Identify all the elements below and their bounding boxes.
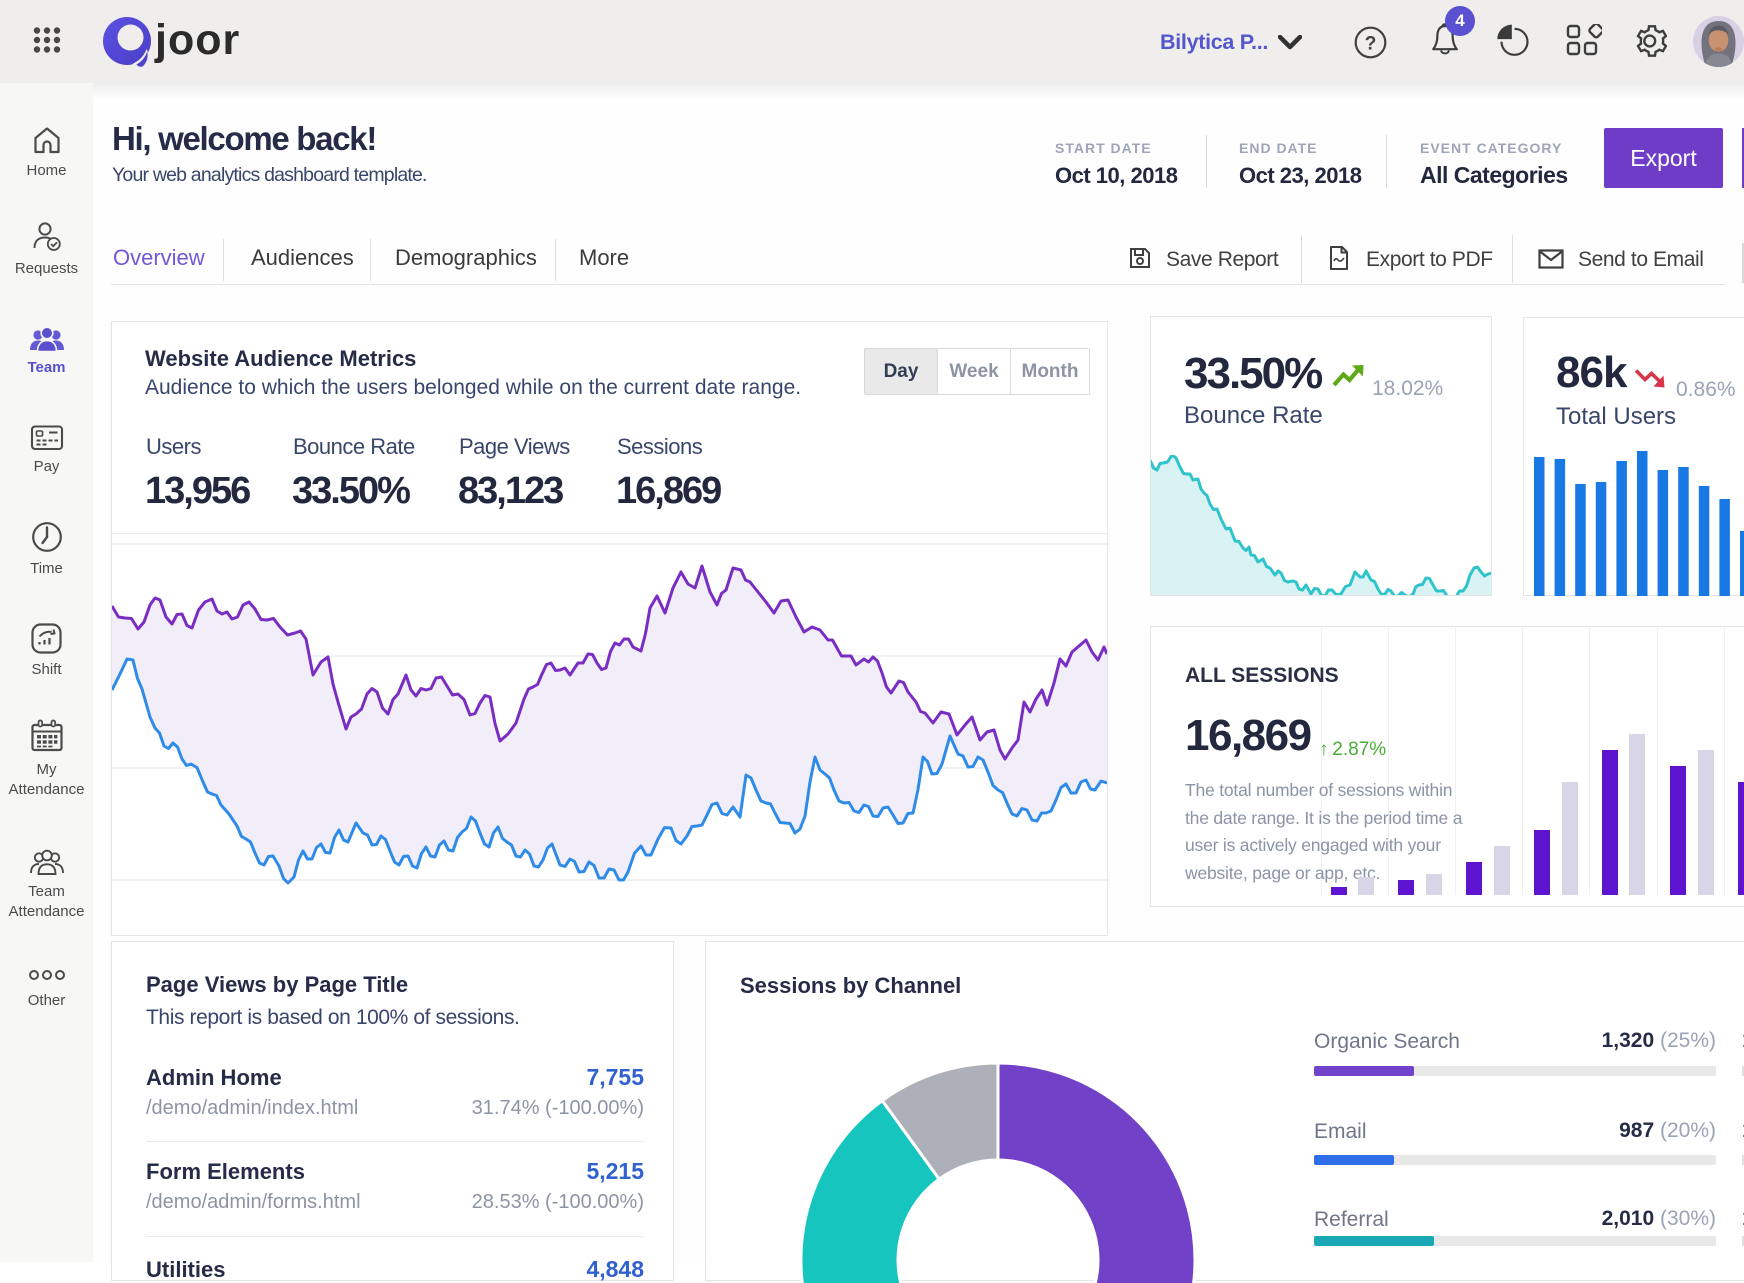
svg-text:?: ? <box>1365 34 1377 55</box>
